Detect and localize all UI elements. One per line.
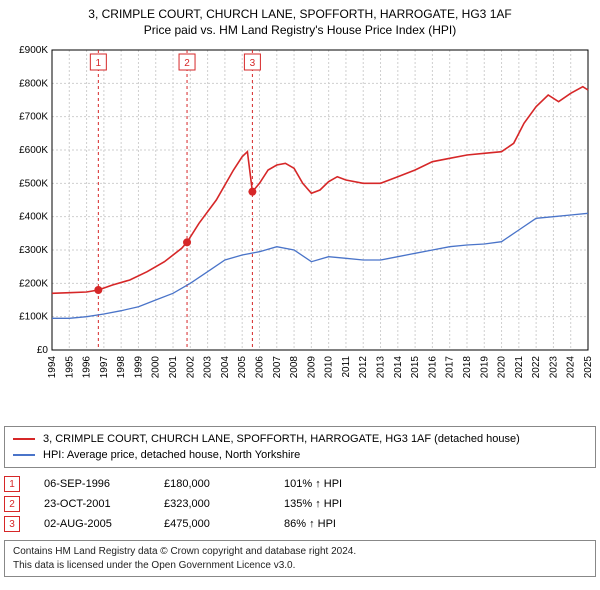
svg-text:£0: £0 (37, 345, 49, 356)
svg-text:2024: 2024 (566, 356, 577, 379)
svg-text:1997: 1997 (99, 356, 110, 379)
chart-svg: £0 £100K £200K £300K £400K £500K £600K £700K £80… (4, 42, 596, 420)
svg-text:£900K: £900K (19, 45, 48, 56)
svg-text:2006: 2006 (254, 356, 265, 379)
svg-text:2025: 2025 (583, 356, 594, 379)
marker-number: 2 (4, 496, 20, 512)
svg-text:2018: 2018 (462, 356, 473, 379)
svg-text:2012: 2012 (358, 356, 369, 379)
svg-text:£800K: £800K (19, 79, 48, 90)
title-line1: 3, CRIMPLE COURT, CHURCH LANE, SPOFFORTH… (4, 6, 596, 22)
svg-text:2017: 2017 (445, 356, 456, 379)
attribution-line1: Contains HM Land Registry data © Crown c… (13, 545, 587, 559)
legend-item: HPI: Average price, detached house, Nort… (13, 447, 587, 463)
svg-text:2023: 2023 (548, 356, 559, 379)
svg-text:£300K: £300K (19, 245, 48, 256)
marker-price: £475,000 (164, 518, 284, 530)
marker-number: 1 (4, 476, 20, 492)
svg-text:£600K: £600K (19, 145, 48, 156)
svg-text:2005: 2005 (237, 356, 248, 379)
legend-swatch (13, 438, 35, 440)
marker-number: 3 (4, 516, 20, 532)
legend-label: HPI: Average price, detached house, Nort… (43, 449, 300, 461)
svg-text:2019: 2019 (479, 356, 490, 379)
svg-text:2021: 2021 (514, 356, 525, 379)
svg-text:1994: 1994 (47, 356, 58, 379)
sale-marker-row: 1 06-SEP-1996£180,000101% ↑ HPI (4, 474, 596, 494)
legend-label: 3, CRIMPLE COURT, CHURCH LANE, SPOFFORTH… (43, 433, 520, 445)
svg-text:2014: 2014 (393, 356, 404, 379)
sale-markers-table: 1 06-SEP-1996£180,000101% ↑ HPI 2 23-OCT-20… (4, 474, 596, 534)
svg-text:2008: 2008 (289, 356, 300, 379)
legend-item: 3, CRIMPLE COURT, CHURCH LANE, SPOFFORTH… (13, 431, 587, 447)
svg-text:2013: 2013 (376, 356, 387, 379)
marker-price: £180,000 (164, 478, 284, 490)
marker-date: 23-OCT-2001 (44, 498, 164, 510)
sale-marker-row: 3 02-AUG-2005£475,00086% ↑ HPI (4, 514, 596, 534)
svg-text:1: 1 (96, 58, 102, 69)
svg-text:1996: 1996 (82, 356, 93, 379)
attribution: Contains HM Land Registry data © Crown c… (4, 540, 596, 577)
marker-price: £323,000 (164, 498, 284, 510)
svg-text:£200K: £200K (19, 279, 48, 290)
svg-text:£400K: £400K (19, 212, 48, 223)
marker-hpi-pct: 101% ↑ HPI (284, 478, 342, 490)
svg-text:2004: 2004 (220, 356, 231, 379)
legend-swatch (13, 454, 35, 456)
svg-text:2002: 2002 (185, 356, 196, 379)
price-chart: £0 £100K £200K £300K £400K £500K £600K £700K £80… (4, 42, 596, 420)
svg-text:2020: 2020 (497, 356, 508, 379)
svg-text:2015: 2015 (410, 356, 421, 379)
svg-text:£700K: £700K (19, 112, 48, 123)
svg-text:2007: 2007 (272, 356, 283, 379)
svg-text:1998: 1998 (116, 356, 127, 379)
sale-marker-row: 2 23-OCT-2001£323,000135% ↑ HPI (4, 494, 596, 514)
marker-hpi-pct: 86% ↑ HPI (284, 518, 336, 530)
svg-text:2000: 2000 (151, 356, 162, 379)
marker-date: 06-SEP-1996 (44, 478, 164, 490)
title-line2: Price paid vs. HM Land Registry's House … (4, 22, 596, 38)
svg-text:3: 3 (250, 58, 256, 69)
svg-text:2022: 2022 (531, 356, 542, 379)
svg-text:2010: 2010 (324, 356, 335, 379)
svg-text:2001: 2001 (168, 356, 179, 379)
svg-text:2003: 2003 (203, 356, 214, 379)
svg-text:1995: 1995 (64, 356, 75, 379)
svg-text:£100K: £100K (19, 312, 48, 323)
svg-text:2: 2 (184, 58, 190, 69)
legend: 3, CRIMPLE COURT, CHURCH LANE, SPOFFORTH… (4, 426, 596, 468)
marker-date: 02-AUG-2005 (44, 518, 164, 530)
attribution-line2: This data is licensed under the Open Gov… (13, 559, 587, 573)
svg-text:2016: 2016 (427, 356, 438, 379)
svg-text:2011: 2011 (341, 356, 352, 378)
svg-text:2009: 2009 (306, 356, 317, 379)
svg-text:1999: 1999 (133, 356, 144, 379)
svg-text:£500K: £500K (19, 179, 48, 190)
chart-titles: 3, CRIMPLE COURT, CHURCH LANE, SPOFFORTH… (4, 6, 596, 38)
marker-hpi-pct: 135% ↑ HPI (284, 498, 342, 510)
